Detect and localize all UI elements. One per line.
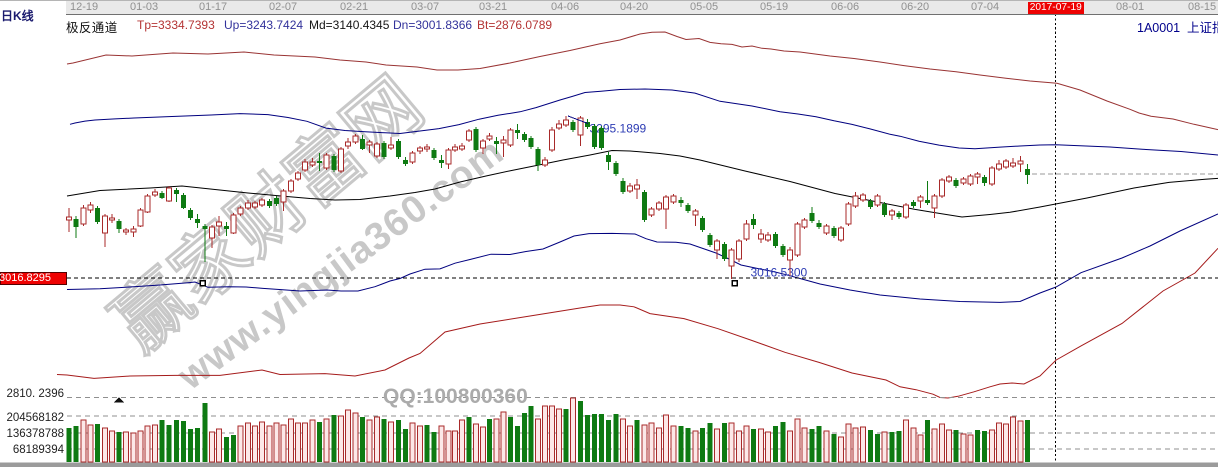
svg-text:3016.5300: 3016.5300 (751, 266, 808, 280)
svg-text:3295.1899: 3295.1899 (590, 122, 647, 136)
